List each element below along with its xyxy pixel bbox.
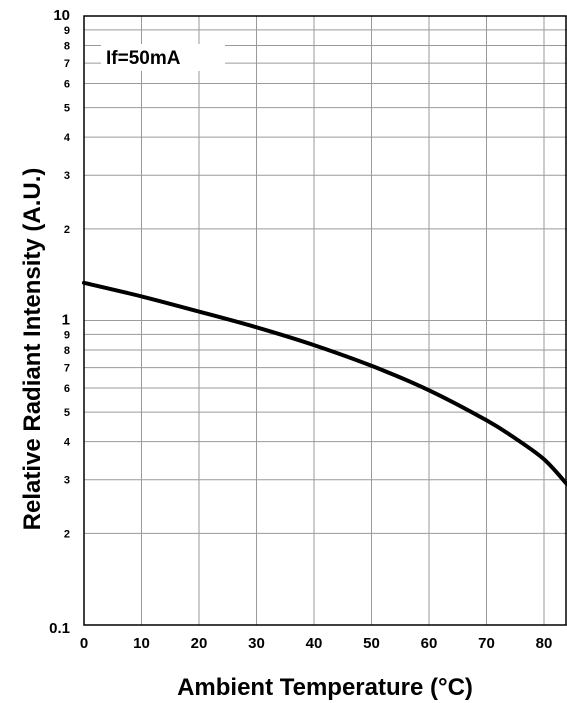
y-tick-label: 5 <box>64 407 70 419</box>
y-tick-label: 8 <box>64 345 70 357</box>
y-tick-label: 7 <box>64 363 70 375</box>
annotation-label: If=50mA <box>106 48 181 69</box>
y-tick-label: 10 <box>53 7 70 24</box>
y-tick-label: 9 <box>64 25 70 37</box>
x-tick-label: 80 <box>536 635 553 652</box>
annotation-background <box>101 44 225 71</box>
y-tick-label: 8 <box>64 41 70 53</box>
y-tick-label: 3 <box>64 475 70 487</box>
y-tick-label: 3 <box>64 170 70 182</box>
y-tick-label: 2 <box>64 528 70 540</box>
x-tick-label: 50 <box>363 635 380 652</box>
plot-frame <box>83 15 567 626</box>
y-tick-label: 0.1 <box>49 620 70 637</box>
y-tick-label: 1 <box>62 312 70 329</box>
series-line <box>82 280 567 487</box>
y-tick-label: 4 <box>64 132 71 144</box>
x-tick-label: 30 <box>248 635 265 652</box>
series-group <box>82 280 567 487</box>
y-tick-label: 6 <box>64 79 70 91</box>
grid-lines <box>83 15 567 626</box>
y-tick-label: 6 <box>64 383 70 395</box>
x-tick-label: 70 <box>478 635 495 652</box>
x-tick-label: 10 <box>133 635 150 652</box>
y-tick-label: 5 <box>64 103 70 115</box>
y-tick-label: 7 <box>64 58 70 70</box>
x-tick-label: 20 <box>191 635 208 652</box>
x-axis-title: Ambient Temperature (°C) <box>177 674 473 701</box>
x-tick-label: 0 <box>80 635 88 652</box>
y-tick-label: 2 <box>64 224 70 236</box>
y-tick-label: 4 <box>64 437 71 449</box>
x-tick-label: 40 <box>306 635 323 652</box>
y-axis-title: Relative Radiant Intensity (A.U.) <box>19 168 46 531</box>
x-tick-label: 60 <box>421 635 438 652</box>
y-tick-label: 9 <box>64 329 70 341</box>
